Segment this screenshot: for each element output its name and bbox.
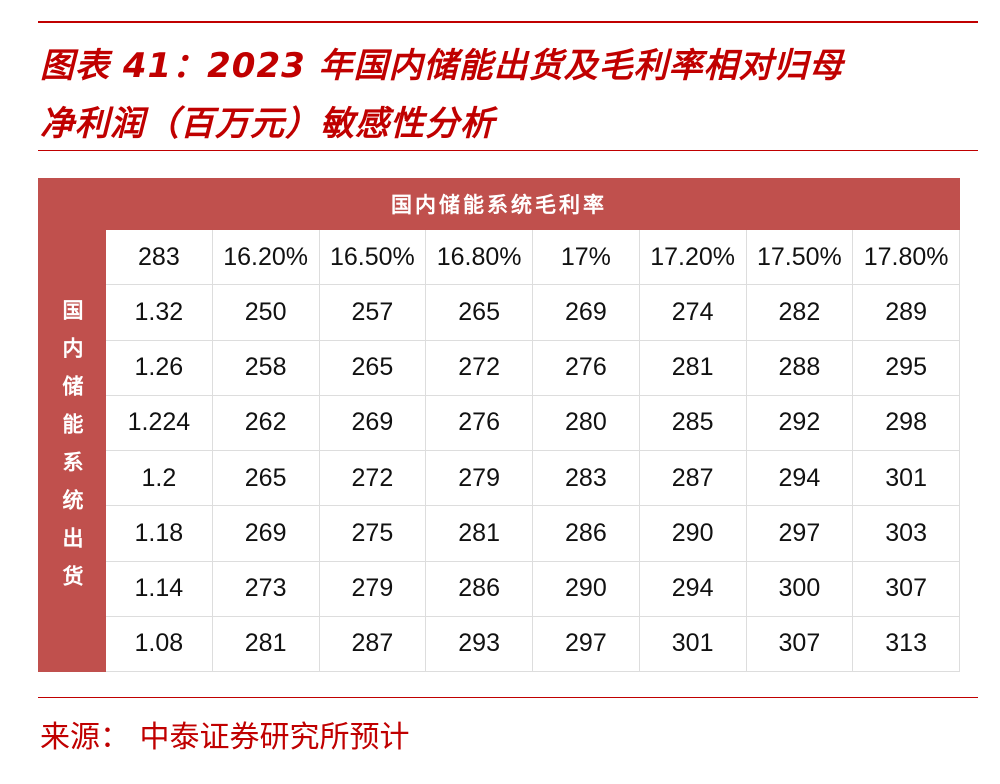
table-cell: 265 (319, 340, 427, 396)
table-cell: 297 (533, 616, 640, 672)
column-value: 283 (106, 230, 213, 286)
table-cell: 298 (853, 395, 960, 451)
table-cell: 287 (319, 616, 427, 672)
column-value: 16.50% (319, 230, 427, 286)
table-cell: 250 (212, 285, 320, 341)
title-line: 净利润（百万元）敏感性分析 (40, 104, 495, 144)
source: 来源： 中泰证券研究所预计 (40, 720, 410, 755)
title-rule (38, 150, 978, 151)
table-cell: 283 (533, 451, 640, 507)
table-cell: 294 (639, 561, 747, 617)
column-value: 17% (533, 230, 640, 286)
table-cell: 265 (212, 451, 320, 507)
table: 国内储能系统毛利率 国内储能系统出货 283 16.20% 16.50% 16.80%… (38, 178, 960, 672)
table-cell: 279 (426, 451, 533, 507)
table-cell: 293 (426, 616, 533, 672)
table-cell: 307 (853, 561, 960, 617)
table-cell: 257 (319, 285, 427, 341)
table-cell: 286 (426, 561, 533, 617)
table-cell: 274 (639, 285, 747, 341)
row-value: 1.26 (106, 340, 213, 396)
table-cell: 279 (319, 561, 427, 617)
table-cell: 276 (426, 395, 533, 451)
column-header: 国内储能系统毛利率 (38, 178, 960, 230)
table-cell: 307 (746, 616, 854, 672)
table-cell: 281 (426, 506, 533, 562)
table-cell: 258 (212, 340, 320, 396)
table-cell: 276 (533, 340, 640, 396)
table-cell: 272 (426, 340, 533, 396)
table-cell: 289 (853, 285, 960, 341)
table-cell: 313 (853, 616, 960, 672)
table-cell: 275 (319, 506, 427, 562)
row-value: 1.2 (106, 451, 213, 507)
table-cell: 269 (212, 506, 320, 562)
column-value: 17.50% (746, 230, 854, 286)
table-cell: 288 (746, 340, 854, 396)
table-cell: 281 (639, 340, 747, 396)
table-cell: 294 (746, 451, 854, 507)
table-cell: 282 (746, 285, 854, 341)
table-cell: 295 (853, 340, 960, 396)
table-cell: 300 (746, 561, 854, 617)
title-line: 图表 41：2023 年国内储能出货及毛利率相对归母 (40, 46, 844, 86)
row-value: 1.18 (106, 506, 213, 562)
column-value: 17.80% (853, 230, 960, 286)
table-cell: 292 (746, 395, 854, 451)
row-value: 1.08 (106, 616, 213, 672)
table-cell: 272 (319, 451, 427, 507)
column-value: 16.80% (426, 230, 533, 286)
table-cell: 290 (639, 506, 747, 562)
source-rule (38, 697, 978, 698)
table-cell: 281 (212, 616, 320, 672)
table-cell: 262 (212, 395, 320, 451)
table-cell: 285 (639, 395, 747, 451)
table-cell: 301 (639, 616, 747, 672)
column-value: 16.20% (212, 230, 320, 286)
table-cell: 269 (319, 395, 427, 451)
top-rule (38, 21, 978, 23)
row-value: 1.224 (106, 395, 213, 451)
table-cell: 265 (426, 285, 533, 341)
column-value: 17.20% (639, 230, 747, 286)
row-value: 1.14 (106, 561, 213, 617)
table-cell: 290 (533, 561, 640, 617)
row-header: 国内储能系统出货 (38, 230, 106, 672)
table-cell: 280 (533, 395, 640, 451)
table-cell: 273 (212, 561, 320, 617)
table-cell: 269 (533, 285, 640, 341)
row-value: 1.32 (106, 285, 213, 341)
table-cell: 286 (533, 506, 640, 562)
table-cell: 301 (853, 451, 960, 507)
table-cell: 297 (746, 506, 854, 562)
table-cell: 287 (639, 451, 747, 507)
table-cell: 303 (853, 506, 960, 562)
